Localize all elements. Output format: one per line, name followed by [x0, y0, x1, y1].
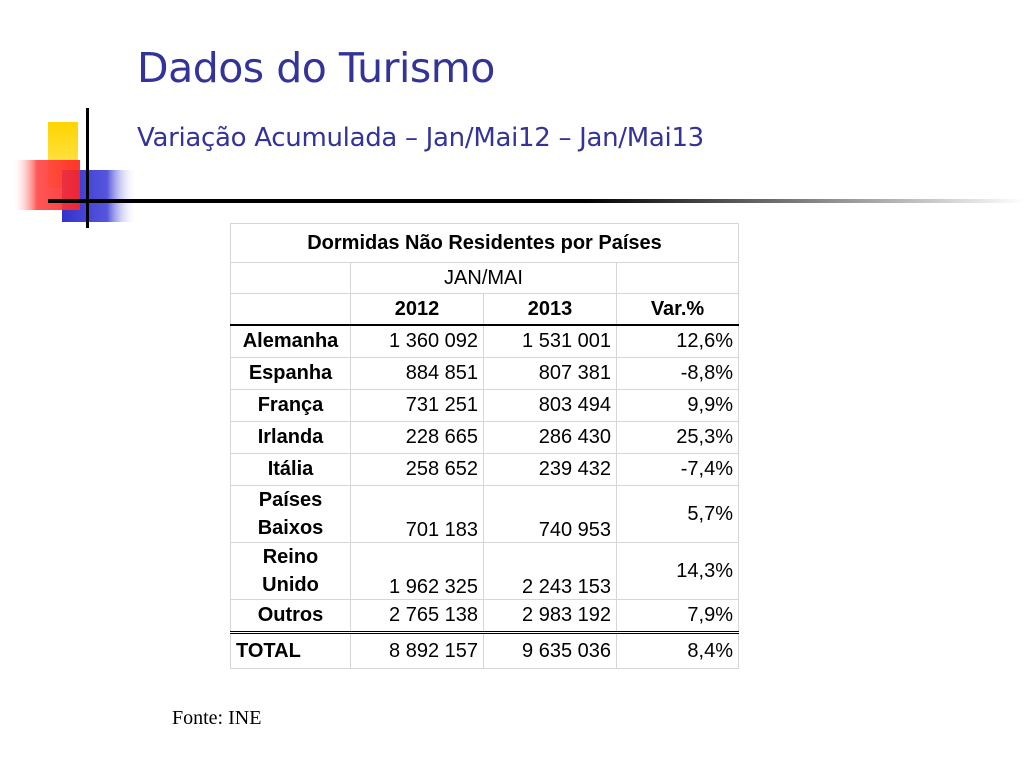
table-row: Irlanda 228 665 286 430 25,3%: [230, 421, 740, 454]
column-header-2013: 2013: [483, 293, 617, 326]
column-header-2012: 2012: [350, 293, 484, 326]
table-total-row: TOTAL 8 892 157 9 635 036 8,4%: [230, 631, 740, 669]
value-var: 25,3%: [615, 421, 740, 454]
table-heading-row: Dormidas Não Residentes por Países: [229, 223, 740, 263]
tourism-table: Dormidas Não Residentes por Países JAN/M…: [229, 223, 740, 669]
value-2013: 239 432: [483, 453, 617, 486]
table-row: Países Baixos 701 183 740 953 5,7%: [230, 485, 740, 543]
table-column-header-row: 2012 2013 Var.%: [230, 293, 740, 326]
value-var: -8,8%: [615, 357, 740, 390]
value-2013: 803 494: [483, 389, 617, 422]
value-2013: 1 531 001: [483, 324, 617, 358]
column-header-var: Var.%: [615, 293, 740, 326]
table-heading: Dormidas Não Residentes por Países: [229, 223, 740, 263]
value-2012: 1 360 092: [350, 324, 484, 358]
table-row: França 731 251 803 494 9,9%: [230, 389, 740, 422]
value-2012: 884 851: [350, 357, 484, 390]
source-note: Fonte: INE: [172, 707, 262, 729]
value-2012: 2 765 138: [350, 599, 484, 633]
value-2013: 740 953: [483, 485, 617, 543]
country-label: Outros: [230, 599, 351, 633]
value-2012: 258 652: [350, 453, 484, 486]
table-row: Itália 258 652 239 432 -7,4%: [230, 453, 740, 486]
table-row: Reino Unido 1 962 325 2 243 153 14,3%: [230, 542, 740, 600]
country-label: Reino Unido: [230, 542, 351, 600]
total-2012: 8 892 157: [350, 631, 484, 669]
table-period-row: JAN/MAI: [230, 262, 740, 294]
country-header-blank: [230, 293, 351, 326]
country-label: Países Baixos: [230, 485, 351, 543]
value-var: 12,6%: [615, 324, 740, 358]
country-label: Alemanha: [230, 324, 351, 358]
value-2012: 1 962 325: [350, 542, 484, 600]
slide-logo-graphic: [14, 108, 1024, 228]
value-2013: 2 983 192: [483, 599, 617, 633]
country-label: Irlanda: [230, 421, 351, 454]
value-2012: 731 251: [350, 389, 484, 422]
country-label: Espanha: [230, 357, 351, 390]
country-label: Itália: [230, 453, 351, 486]
period-label: JAN/MAI: [350, 262, 617, 294]
value-2012: 701 183: [350, 485, 484, 543]
table-row: Alemanha 1 360 092 1 531 001 12,6%: [230, 324, 740, 358]
value-var: 14,3%: [615, 542, 740, 600]
value-var: -7,4%: [615, 453, 740, 486]
country-label: França: [230, 389, 351, 422]
value-var: 5,7%: [615, 485, 740, 543]
value-2013: 807 381: [483, 357, 617, 390]
logo-horizontal-rule: [48, 199, 1024, 203]
value-2012: 228 665: [350, 421, 484, 454]
period-var-blank-cell: [615, 262, 740, 294]
logo-vertical-rule: [86, 108, 89, 228]
page-subtitle: Variação Acumulada – Jan/Mai12 – Jan/Mai…: [137, 123, 704, 153]
period-blank-cell: [230, 262, 351, 294]
table-row: Espanha 884 851 807 381 -8,8%: [230, 357, 740, 390]
value-var: 7,9%: [615, 599, 740, 633]
page-title: Dados do Turismo: [137, 44, 495, 92]
total-label: TOTAL: [230, 631, 351, 669]
value-2013: 2 243 153: [483, 542, 617, 600]
total-var: 8,4%: [615, 631, 740, 669]
value-var: 9,9%: [615, 389, 740, 422]
table-row: Outros 2 765 138 2 983 192 7,9%: [230, 599, 740, 633]
value-2013: 286 430: [483, 421, 617, 454]
total-2013: 9 635 036: [483, 631, 617, 669]
